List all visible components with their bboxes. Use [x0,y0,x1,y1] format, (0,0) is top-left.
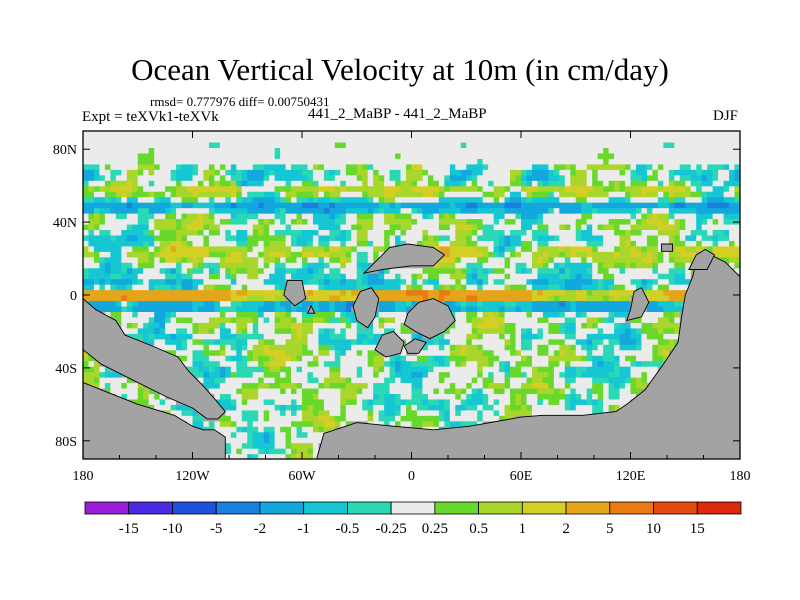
colorbar-label: -2 [254,521,267,537]
x-tick-label: 60E [510,469,533,484]
colorbar-label: -0.25 [376,521,407,537]
land-mass-0 [83,298,226,420]
colorbar-bin [259,501,305,515]
x-tick-label: 180 [730,469,751,484]
colorbar-label: -0.5 [336,521,360,537]
land-mass-9 [403,338,427,354]
y-tick-label: 40N [53,216,77,231]
experiment-label: Expt = teXVk1-teXVk [82,109,219,125]
colorbar-bin [346,501,392,515]
x-tick-label: 60W [288,469,316,484]
colorbar-bin [609,501,654,515]
stats-text: rmsd= 0.777976 diff= 0.00750431 [150,94,330,109]
colorbar-label: 1 [519,521,527,537]
colorbar-bin [434,501,479,515]
chart-title: Ocean Vertical Velocity at 10m (in cm/da… [131,52,669,87]
colorbar-bin [653,501,698,515]
colorbar-bin [172,501,217,515]
colorbar-bin [84,501,130,515]
x-tick-label: 180 [73,469,94,484]
land-mass-1 [83,382,226,459]
colorbar-label: 0.25 [422,521,448,537]
colorbar-bin [303,501,348,515]
colorbar-label: 2 [562,521,570,537]
colorbar-bin [565,501,611,515]
colorbar-bin [696,501,742,515]
y-tick-label: 80S [55,435,77,450]
colorbar-bin [521,501,567,515]
land-mass-5 [362,243,446,274]
colorbar-label: 0.5 [469,521,488,537]
colorbar-label: -5 [210,521,223,537]
colorbar-label: -15 [119,521,139,537]
land-mass-2 [316,254,740,459]
y-tick-label: 80N [53,143,77,158]
y-tick-label: 0 [70,289,77,304]
colorbar-bin [478,501,523,515]
colorbar-label: -10 [162,521,182,537]
colorbar-label: -1 [297,521,310,537]
land-mass-6 [352,287,380,329]
season-label: DJF [712,108,738,124]
land-mass-4 [283,279,307,307]
x-tick-label: 0 [408,469,415,484]
land-mass-12 [306,304,316,314]
colorbar-bin [215,501,261,515]
x-tick-label: 120W [175,469,210,484]
land-mass-7 [374,330,405,358]
land-mass-11 [661,243,673,252]
x-tick-label: 120E [616,469,646,484]
colorbar-bin [128,501,173,515]
colorbar-label: 10 [646,521,661,537]
case-label: 441_2_MaBP - 441_2_MaBP [308,106,487,122]
land-mass-10 [626,287,650,322]
colorbar-bin [390,501,436,515]
colorbar-label: 5 [606,521,614,537]
land-mass-8 [403,298,456,340]
colorbar-label: 15 [690,521,705,537]
land-mass-3 [688,248,716,270]
y-tick-label: 40S [55,362,77,377]
